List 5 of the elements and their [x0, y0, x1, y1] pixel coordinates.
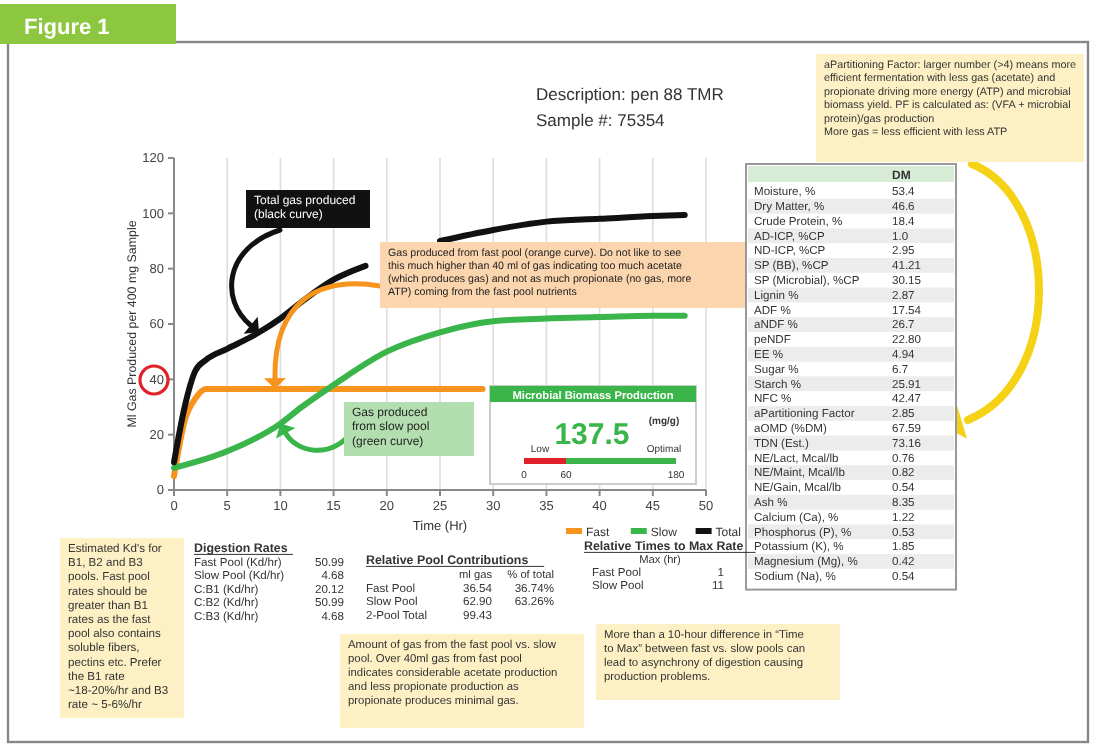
text: Figure 1	[24, 16, 110, 40]
line-series	[171, 312, 688, 471]
annotation: 137.5	[554, 418, 630, 452]
chart-title: Description: pen 88 TMR	[536, 84, 724, 104]
chart-subtitle: Sample #: 75354	[536, 110, 666, 130]
